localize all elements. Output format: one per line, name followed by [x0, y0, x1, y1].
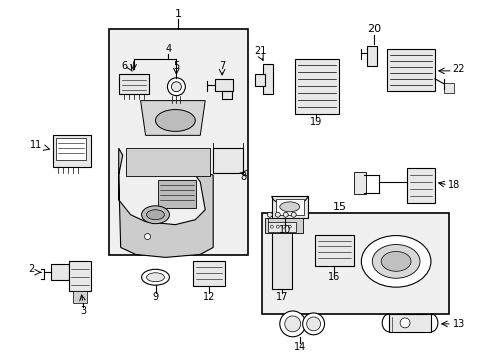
Circle shape: [283, 212, 287, 217]
Bar: [314, 235, 354, 266]
Bar: [119, 74, 148, 94]
Text: 12: 12: [203, 292, 215, 302]
Bar: [262, 213, 448, 314]
Text: 3: 3: [80, 306, 86, 316]
Ellipse shape: [146, 273, 164, 282]
Bar: [406, 168, 434, 203]
Text: 18: 18: [447, 180, 459, 190]
Circle shape: [306, 317, 320, 331]
Text: 9: 9: [152, 292, 158, 302]
Bar: [51, 264, 69, 280]
Bar: [264, 218, 302, 233]
Text: 8: 8: [240, 172, 245, 182]
Text: 5: 5: [173, 61, 179, 71]
Text: 6: 6: [122, 61, 127, 71]
Ellipse shape: [142, 269, 169, 285]
Bar: [388, 314, 430, 332]
Text: 14: 14: [293, 342, 305, 352]
Circle shape: [282, 225, 285, 228]
Ellipse shape: [155, 109, 195, 131]
Circle shape: [267, 212, 272, 217]
Text: 15: 15: [332, 202, 346, 212]
Bar: [222, 91, 232, 99]
Text: 11: 11: [30, 140, 42, 150]
Text: 17: 17: [275, 292, 287, 302]
Ellipse shape: [361, 235, 430, 287]
Bar: [354, 172, 366, 194]
Bar: [125, 148, 210, 176]
Circle shape: [270, 225, 273, 228]
Bar: [108, 29, 247, 255]
Bar: [213, 148, 243, 173]
Bar: [193, 261, 224, 286]
Circle shape: [279, 311, 305, 337]
Text: 4: 4: [165, 44, 171, 54]
Circle shape: [284, 316, 300, 332]
Ellipse shape: [371, 244, 419, 278]
Text: 13: 13: [452, 319, 464, 329]
Bar: [254, 74, 264, 86]
Bar: [56, 138, 86, 160]
Bar: [443, 83, 453, 93]
Circle shape: [399, 318, 409, 328]
Polygon shape: [119, 148, 213, 257]
Bar: [267, 222, 295, 231]
Circle shape: [171, 82, 181, 92]
Circle shape: [302, 313, 324, 335]
Text: 22: 22: [451, 64, 464, 74]
Text: 19: 19: [309, 117, 321, 127]
Text: 1: 1: [175, 9, 182, 19]
Bar: [294, 59, 339, 113]
Bar: [271, 230, 291, 289]
Text: 16: 16: [327, 272, 340, 282]
Circle shape: [276, 225, 279, 228]
Bar: [53, 135, 91, 167]
Text: 20: 20: [366, 24, 381, 34]
Circle shape: [275, 212, 280, 217]
Circle shape: [287, 225, 291, 228]
Text: 7: 7: [219, 61, 225, 71]
Bar: [158, 180, 196, 208]
Bar: [275, 199, 303, 215]
Circle shape: [291, 212, 296, 217]
Ellipse shape: [142, 206, 169, 224]
Ellipse shape: [381, 251, 410, 271]
Text: 21: 21: [254, 46, 266, 56]
Bar: [386, 49, 434, 91]
Text: 2: 2: [28, 264, 34, 274]
Ellipse shape: [279, 202, 299, 212]
Circle shape: [167, 78, 185, 96]
Bar: [69, 261, 91, 291]
Ellipse shape: [146, 210, 164, 220]
Bar: [366, 46, 376, 66]
Bar: [263, 64, 272, 94]
Text: 10: 10: [278, 225, 290, 235]
Polygon shape: [141, 100, 205, 135]
Bar: [271, 196, 307, 218]
Circle shape: [144, 234, 150, 239]
Bar: [215, 79, 233, 91]
Bar: [73, 291, 87, 303]
